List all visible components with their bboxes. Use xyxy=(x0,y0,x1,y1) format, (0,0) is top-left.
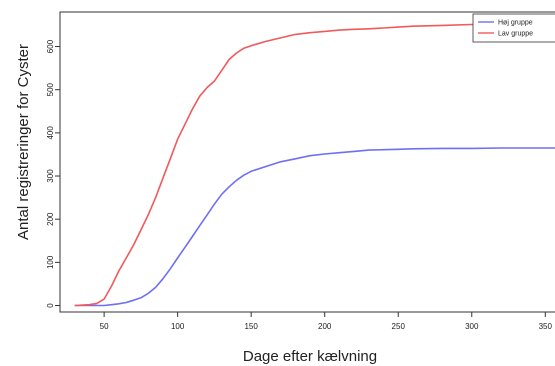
y-tick-label: 100 xyxy=(46,255,55,269)
x-tick-label: 100 xyxy=(171,322,185,331)
series-lines xyxy=(74,21,555,307)
plot-frame xyxy=(59,11,555,313)
x-tick-label: 50 xyxy=(100,322,109,331)
legend: Høj gruppe Lav gruppe xyxy=(472,13,555,43)
x-axis: 50 100 150 200 250 300 350 xyxy=(100,312,553,331)
x-axis-title: Dage efter kælvning xyxy=(243,348,377,365)
y-axis: 0 100 200 300 400 500 600 xyxy=(46,39,60,308)
x-tick-label: 300 xyxy=(465,322,479,331)
y-tick-label: 0 xyxy=(46,303,55,308)
y-tick-label: 500 xyxy=(46,82,55,96)
legend-box xyxy=(472,13,555,43)
legend-label-hoj: Høj gruppe xyxy=(498,20,533,27)
series-line-hoj xyxy=(74,147,555,307)
y-tick-label: 600 xyxy=(46,39,55,53)
y-tick-label: 300 xyxy=(46,169,55,183)
x-tick-label: 250 xyxy=(392,322,406,331)
y-tick-label: 400 xyxy=(46,126,55,140)
y-axis-title: Antal registreringer for Cyster xyxy=(15,44,32,240)
series-line-lav xyxy=(74,21,555,307)
legend-label-lav: Lav gruppe xyxy=(498,31,533,38)
y-tick-label: 200 xyxy=(46,212,55,226)
x-tick-label: 350 xyxy=(539,322,553,331)
x-tick-label: 150 xyxy=(244,322,258,331)
x-tick-label: 200 xyxy=(318,322,332,331)
